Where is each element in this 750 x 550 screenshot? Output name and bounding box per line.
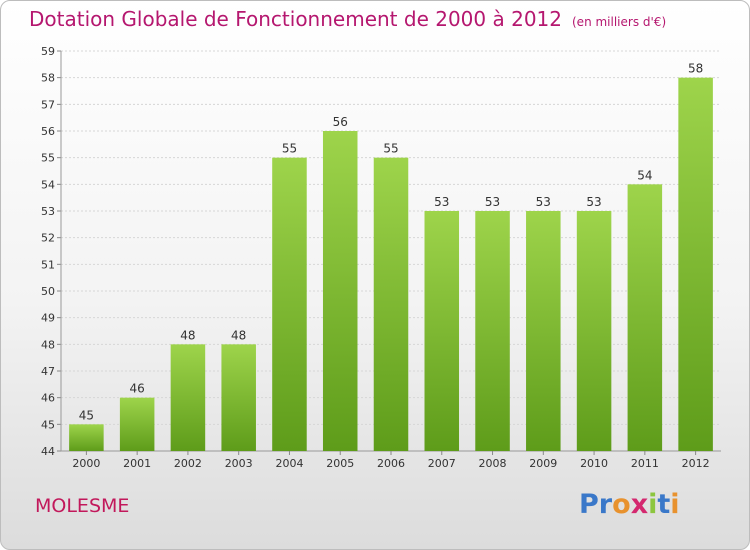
bar-value-label: 55 bbox=[383, 142, 398, 156]
bar-value-label: 53 bbox=[485, 195, 500, 209]
y-tick-label: 56 bbox=[41, 125, 55, 138]
bar-value-label: 45 bbox=[79, 408, 94, 422]
y-tick-label: 47 bbox=[41, 365, 55, 378]
logo-letter: P bbox=[579, 489, 599, 520]
x-tick-label: 2011 bbox=[631, 457, 659, 470]
bar bbox=[475, 211, 510, 451]
y-tick-label: 59 bbox=[41, 45, 55, 58]
y-tick-label: 48 bbox=[41, 338, 55, 351]
bar bbox=[221, 344, 256, 451]
bar-value-label: 48 bbox=[180, 328, 195, 342]
bar-value-label: 55 bbox=[282, 142, 297, 156]
bar-value-label: 53 bbox=[434, 195, 449, 209]
x-tick-label: 2000 bbox=[72, 457, 100, 470]
bar bbox=[69, 424, 104, 451]
y-tick-label: 58 bbox=[41, 72, 55, 85]
bar bbox=[627, 184, 663, 452]
bar-value-label: 53 bbox=[586, 195, 601, 209]
bar-value-label: 56 bbox=[333, 115, 348, 129]
logo-letter: x bbox=[630, 489, 649, 520]
x-tick-label: 2003 bbox=[225, 457, 253, 470]
chart-subtitle: (en milliers d'€) bbox=[572, 15, 667, 29]
x-tick-label: 2001 bbox=[123, 457, 151, 470]
x-tick-label: 2005 bbox=[326, 457, 354, 470]
chart-title: Dotation Globale de Fonctionnement de 20… bbox=[29, 7, 666, 31]
bar-value-label: 53 bbox=[536, 195, 551, 209]
bar bbox=[576, 211, 612, 451]
bar bbox=[322, 131, 358, 451]
bar bbox=[170, 344, 206, 451]
y-tick-label: 50 bbox=[41, 285, 55, 298]
y-tick-label: 46 bbox=[41, 392, 55, 405]
bar-value-label: 54 bbox=[637, 168, 652, 182]
bar-value-label: 46 bbox=[130, 382, 145, 396]
y-tick-label: 49 bbox=[41, 312, 55, 325]
x-tick-label: 2008 bbox=[479, 457, 507, 470]
title-text: Dotation Globale de Fonctionnement de 20… bbox=[29, 7, 562, 31]
bar-value-label: 48 bbox=[231, 328, 246, 342]
proxiti-logo: Proxiti bbox=[579, 489, 680, 520]
y-tick-label: 55 bbox=[41, 152, 55, 165]
y-tick-label: 45 bbox=[41, 418, 55, 431]
x-tick-label: 2010 bbox=[580, 457, 608, 470]
x-tick-label: 2004 bbox=[275, 457, 303, 470]
y-tick-label: 53 bbox=[41, 205, 55, 218]
logo-letter: r bbox=[598, 489, 613, 520]
commune-name: MOLESME bbox=[35, 495, 130, 517]
logo-letter: i bbox=[670, 489, 680, 520]
bar bbox=[526, 211, 561, 451]
y-tick-label: 57 bbox=[41, 98, 55, 111]
x-tick-label: 2012 bbox=[682, 457, 710, 470]
bar bbox=[373, 157, 409, 451]
bar bbox=[119, 397, 155, 451]
logo-letter: i bbox=[648, 489, 658, 520]
logo-letter: o bbox=[612, 489, 631, 520]
bar bbox=[678, 77, 713, 452]
x-tick-label: 2006 bbox=[377, 457, 405, 470]
x-tick-label: 2009 bbox=[529, 457, 557, 470]
y-tick-label: 52 bbox=[41, 232, 55, 245]
y-tick-label: 54 bbox=[41, 178, 55, 191]
x-tick-label: 2002 bbox=[174, 457, 202, 470]
y-tick-label: 51 bbox=[41, 258, 55, 271]
logo-letter: t bbox=[657, 489, 671, 520]
bar bbox=[272, 157, 307, 451]
y-tick-label: 44 bbox=[41, 445, 55, 458]
bar bbox=[424, 211, 460, 451]
bar-value-label: 58 bbox=[688, 62, 703, 76]
x-tick-label: 2007 bbox=[428, 457, 456, 470]
